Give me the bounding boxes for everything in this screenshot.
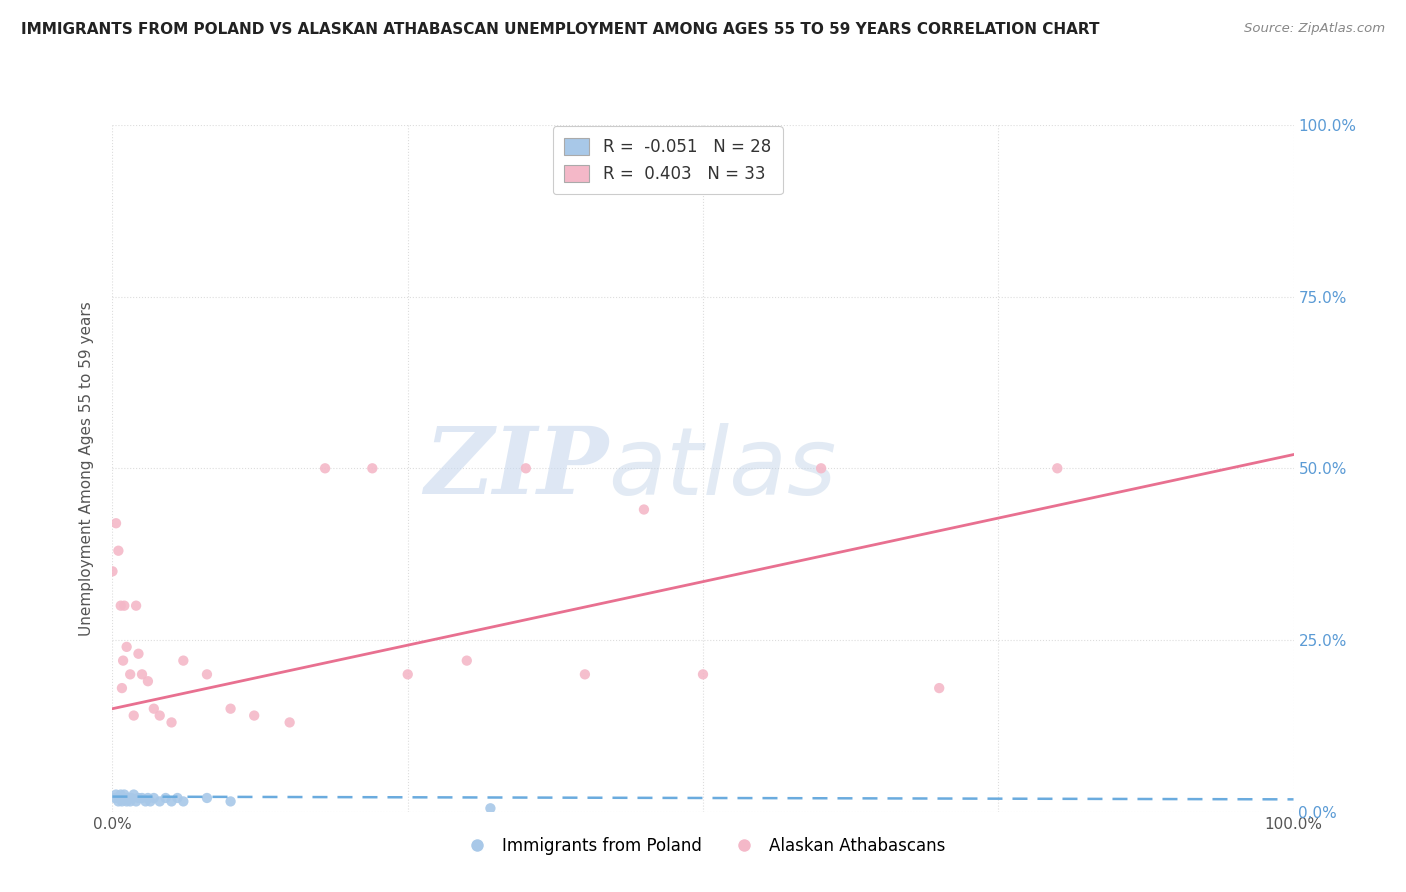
Point (108, 791, 131, 805)
Point (111, 794, 134, 808)
Point (361, 461, 384, 475)
Point (131, 791, 153, 805)
Point (160, 794, 183, 808)
Point (456, 654, 478, 668)
Point (135, 794, 157, 808)
Point (131, 667, 153, 681)
Point (1046, 461, 1069, 475)
Text: IMMIGRANTS FROM POLAND VS ALASKAN ATHABASCAN UNEMPLOYMENT AMONG AGES 55 TO 59 YE: IMMIGRANTS FROM POLAND VS ALASKAN ATHABA… (21, 22, 1099, 37)
Point (219, 701, 242, 715)
Point (479, 801, 502, 815)
Point (136, 791, 159, 805)
Text: ZIP: ZIP (425, 424, 609, 513)
Point (928, 681, 950, 695)
Point (195, 667, 218, 681)
Point (810, 461, 832, 475)
Point (172, 654, 194, 668)
Point (115, 640, 138, 654)
Point (105, 788, 128, 802)
Point (104, 791, 127, 805)
Point (127, 647, 149, 661)
Point (127, 791, 149, 805)
Point (136, 674, 159, 689)
Point (112, 654, 135, 668)
Point (125, 599, 148, 613)
Point (105, 516, 128, 531)
Point (155, 791, 177, 805)
Point (515, 461, 537, 475)
Text: Source: ZipAtlas.com: Source: ZipAtlas.com (1244, 22, 1385, 36)
Point (692, 667, 714, 681)
Point (314, 461, 336, 475)
Point (195, 791, 218, 805)
Point (112, 788, 135, 802)
Point (139, 794, 162, 808)
Point (112, 791, 135, 805)
Point (633, 502, 655, 516)
Point (120, 791, 142, 805)
Point (111, 681, 134, 695)
Point (107, 794, 129, 808)
Point (172, 794, 194, 808)
Point (149, 794, 172, 808)
Point (166, 791, 188, 805)
Point (219, 794, 242, 808)
Legend: Immigrants from Poland, Alaskan Athabascans: Immigrants from Poland, Alaskan Athabasc… (454, 830, 952, 862)
Point (117, 791, 139, 805)
Point (120, 794, 142, 808)
Point (142, 791, 165, 805)
Point (149, 708, 172, 723)
Point (574, 667, 596, 681)
Point (122, 708, 145, 723)
Point (107, 543, 129, 558)
Point (112, 599, 135, 613)
Point (243, 708, 266, 723)
Point (396, 667, 419, 681)
Point (278, 715, 301, 730)
Point (160, 715, 183, 730)
Y-axis label: Unemployment Among Ages 55 to 59 years: Unemployment Among Ages 55 to 59 years (79, 301, 94, 636)
Point (142, 701, 165, 715)
Point (120, 667, 142, 681)
Point (110, 788, 132, 802)
Point (115, 794, 138, 808)
Point (125, 794, 148, 808)
Point (122, 788, 145, 802)
Point (110, 599, 132, 613)
Point (101, 565, 124, 579)
Text: atlas: atlas (609, 423, 837, 514)
